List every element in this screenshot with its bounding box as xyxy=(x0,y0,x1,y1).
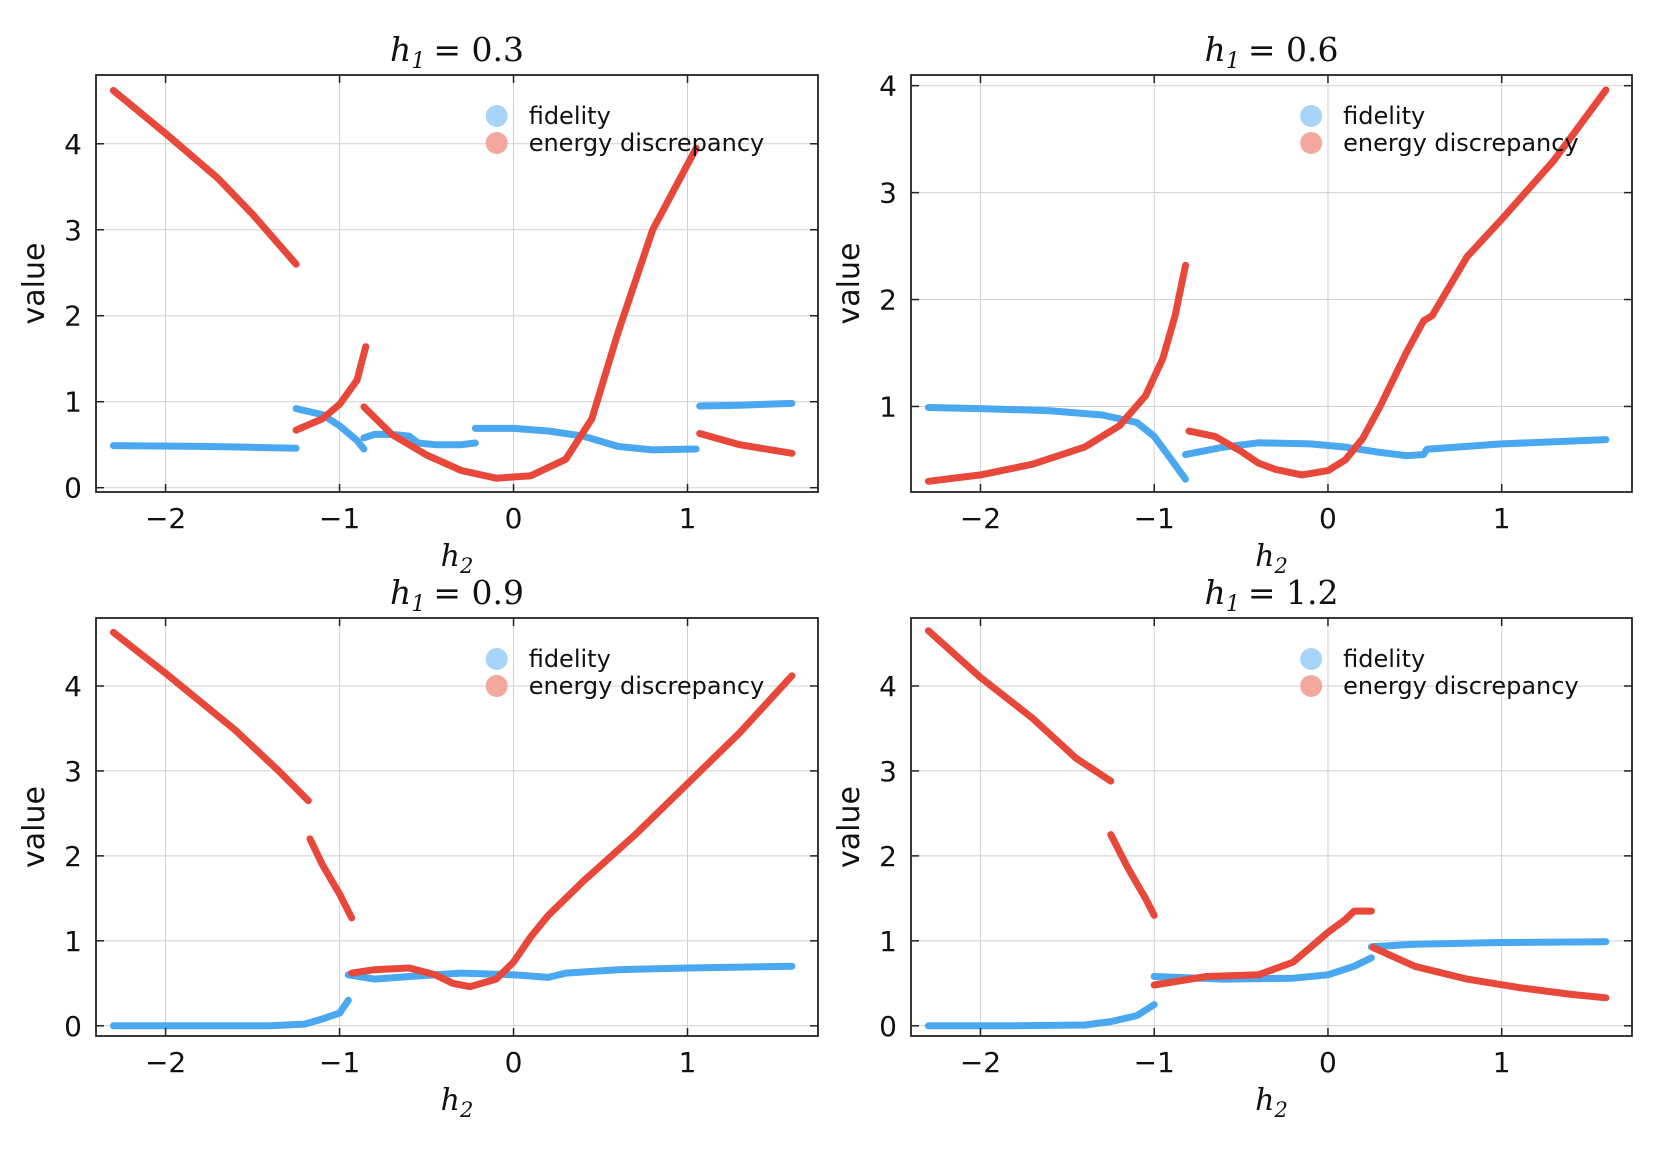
x-tick-label: −1 xyxy=(319,1046,360,1079)
fidelity-line-segment xyxy=(924,1001,1158,1030)
legend-label-energy: energy discrepancy xyxy=(1343,672,1579,700)
y-tick-label: 2 xyxy=(879,284,897,317)
legend-marker-fidelity xyxy=(1300,648,1323,670)
energy-discrepancy-line-segment xyxy=(109,628,312,805)
subplot-4: −2 −1 0 1 0 1 2 3 4 h1 = 1.2 h2 value fidelityenergy … xyxy=(832,573,1633,1122)
legend-marker-energy xyxy=(485,132,508,154)
x-tick-label: −2 xyxy=(145,1046,186,1079)
x-tick-label: −1 xyxy=(1134,1046,1175,1079)
x-axis-label: h2 xyxy=(441,1083,474,1122)
legend-label-fidelity: fidelity xyxy=(1343,645,1425,673)
y-tick-label: 3 xyxy=(879,177,897,210)
x-tick-label: 1 xyxy=(679,1046,697,1079)
legend-label-energy: energy discrepancy xyxy=(529,672,765,700)
energy-discrepancy-line-segment xyxy=(924,261,1189,485)
y-tick-label: 3 xyxy=(879,755,897,788)
plot-frame xyxy=(95,617,819,1037)
y-tick-label: 4 xyxy=(64,128,82,161)
y-tick-label: 1 xyxy=(64,925,82,958)
energy-discrepancy-line-segment xyxy=(348,672,796,991)
y-tick-label: 1 xyxy=(879,925,897,958)
fidelity-line-segment xyxy=(696,399,796,410)
fidelity-line-segment xyxy=(924,404,1189,483)
legend-label-fidelity: fidelity xyxy=(1343,102,1425,130)
y-tick-label: 3 xyxy=(64,214,82,247)
y-axis-label: value xyxy=(832,786,867,868)
y-axis-label: value xyxy=(17,243,52,325)
energy-discrepancy-line-segment xyxy=(696,430,796,457)
y-tick-label: 4 xyxy=(879,670,897,703)
y-tick-label: 0 xyxy=(64,1010,82,1043)
y-tick-label: 2 xyxy=(64,840,82,873)
y-tick-label: 1 xyxy=(879,390,897,423)
x-tick-label: 0 xyxy=(505,1046,523,1079)
y-tick-label: 4 xyxy=(64,670,82,703)
plot-frame xyxy=(95,74,819,493)
chart-title: h1 = 0.9 xyxy=(390,573,524,617)
y-tick-label: 2 xyxy=(879,840,897,873)
fidelity-line-segment xyxy=(109,996,352,1030)
subplot-1: −2 −1 0 1 0 1 2 3 4 h1 = 0.3 h2 value fidelityenergy … xyxy=(17,30,819,578)
y-tick-label: 0 xyxy=(64,472,82,505)
x-axis-label: h2 xyxy=(441,539,474,578)
energy-discrepancy-line-segment xyxy=(1369,944,1610,1002)
x-tick-label: −1 xyxy=(319,502,360,535)
x-tick-label: 1 xyxy=(1493,1046,1511,1079)
fidelity-line-segment xyxy=(360,430,479,449)
legend-label-fidelity: fidelity xyxy=(529,102,611,130)
fidelity-line-segment xyxy=(344,962,796,983)
energy-discrepancy-line-segment xyxy=(360,144,700,482)
energy-discrepancy-line-segment xyxy=(1150,907,1375,989)
legend-marker-energy xyxy=(1300,675,1323,697)
y-tick-label: 1 xyxy=(64,386,82,419)
chart-title: h1 = 0.6 xyxy=(1205,30,1339,74)
subplot-3: −2 −1 0 1 0 1 2 3 4 h1 = 0.9 h2 value fidelityenergy … xyxy=(17,573,819,1122)
legend-marker-energy xyxy=(485,675,508,697)
energy-discrepancy-line-segment xyxy=(1107,831,1158,919)
fidelity-line-segment xyxy=(1367,938,1610,951)
legend-label-fidelity: fidelity xyxy=(529,645,611,673)
x-tick-label: 0 xyxy=(505,502,523,535)
legend-marker-energy xyxy=(1300,132,1323,154)
energy-discrepancy-line-segment xyxy=(109,87,300,268)
legend-marker-fidelity xyxy=(485,648,508,670)
x-axis-label: h2 xyxy=(1255,539,1288,578)
y-axis-label: value xyxy=(832,243,867,325)
x-tick-label: 1 xyxy=(1493,502,1511,535)
x-tick-label: 0 xyxy=(1319,1046,1337,1079)
legend-label-energy: energy discrepancy xyxy=(1343,129,1579,157)
energy-discrepancy-line-segment xyxy=(292,343,370,434)
legend-label-energy: energy discrepancy xyxy=(529,129,765,157)
x-tick-label: 0 xyxy=(1319,502,1337,535)
y-axis-label: value xyxy=(17,786,52,868)
x-tick-label: −2 xyxy=(960,1046,1001,1079)
y-tick-label: 3 xyxy=(64,755,82,788)
x-tick-label: −2 xyxy=(145,502,186,535)
fidelity-line-segment xyxy=(292,405,368,453)
y-tick-label: 0 xyxy=(879,1010,897,1043)
legend-marker-fidelity xyxy=(1300,105,1323,127)
fidelity-line-segment xyxy=(1182,436,1610,460)
y-tick-label: 2 xyxy=(64,300,82,333)
y-tick-label: 4 xyxy=(879,70,897,103)
energy-discrepancy-line-segment xyxy=(924,627,1115,785)
x-tick-label: 1 xyxy=(679,502,697,535)
plot-frame xyxy=(910,617,1633,1037)
legend-marker-fidelity xyxy=(485,105,508,127)
fidelity-line-segment xyxy=(109,442,300,452)
x-tick-label: −2 xyxy=(960,502,1001,535)
x-tick-label: −1 xyxy=(1134,502,1175,535)
x-axis-label: h2 xyxy=(1255,1083,1288,1122)
chart-title: h1 = 1.2 xyxy=(1205,573,1339,617)
plot-frame xyxy=(910,74,1633,493)
energy-discrepancy-line-segment xyxy=(1185,86,1610,479)
chart-title: h1 = 0.3 xyxy=(390,30,524,74)
energy-discrepancy-line-segment xyxy=(306,835,356,922)
